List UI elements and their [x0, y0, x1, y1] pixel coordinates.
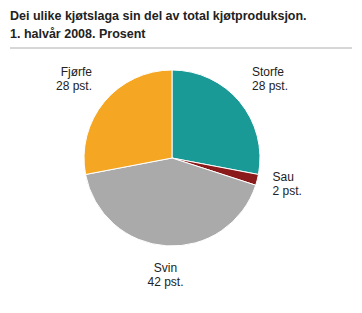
title: Dei ulike kjøtslaga sin del av total kjø…	[10, 9, 307, 23]
data-label: 2 pst.	[273, 184, 302, 198]
pie	[84, 70, 260, 246]
subtitle: 1. halvår 2008. Prosent	[10, 27, 146, 41]
data-label: 42 pst.	[147, 275, 183, 289]
chart: Dei ulike kjøtslaga sin del av total kjø…	[0, 0, 362, 313]
title-rule	[10, 48, 352, 49]
slice-label: Fjørfe	[61, 65, 93, 79]
slice-label: Svin	[154, 261, 177, 275]
pie-slice	[172, 70, 260, 174]
slice-label: Sau	[273, 170, 294, 184]
data-label: 28 pst.	[252, 79, 288, 93]
pie-slice	[84, 70, 172, 174]
data-label: 28 pst.	[56, 79, 92, 93]
labels: Storfe28 pst.Sau2 pst.Svin42 pst.Fjørfe2…	[56, 65, 302, 289]
pie-slice	[86, 158, 256, 246]
slice-label: Storfe	[252, 65, 284, 79]
